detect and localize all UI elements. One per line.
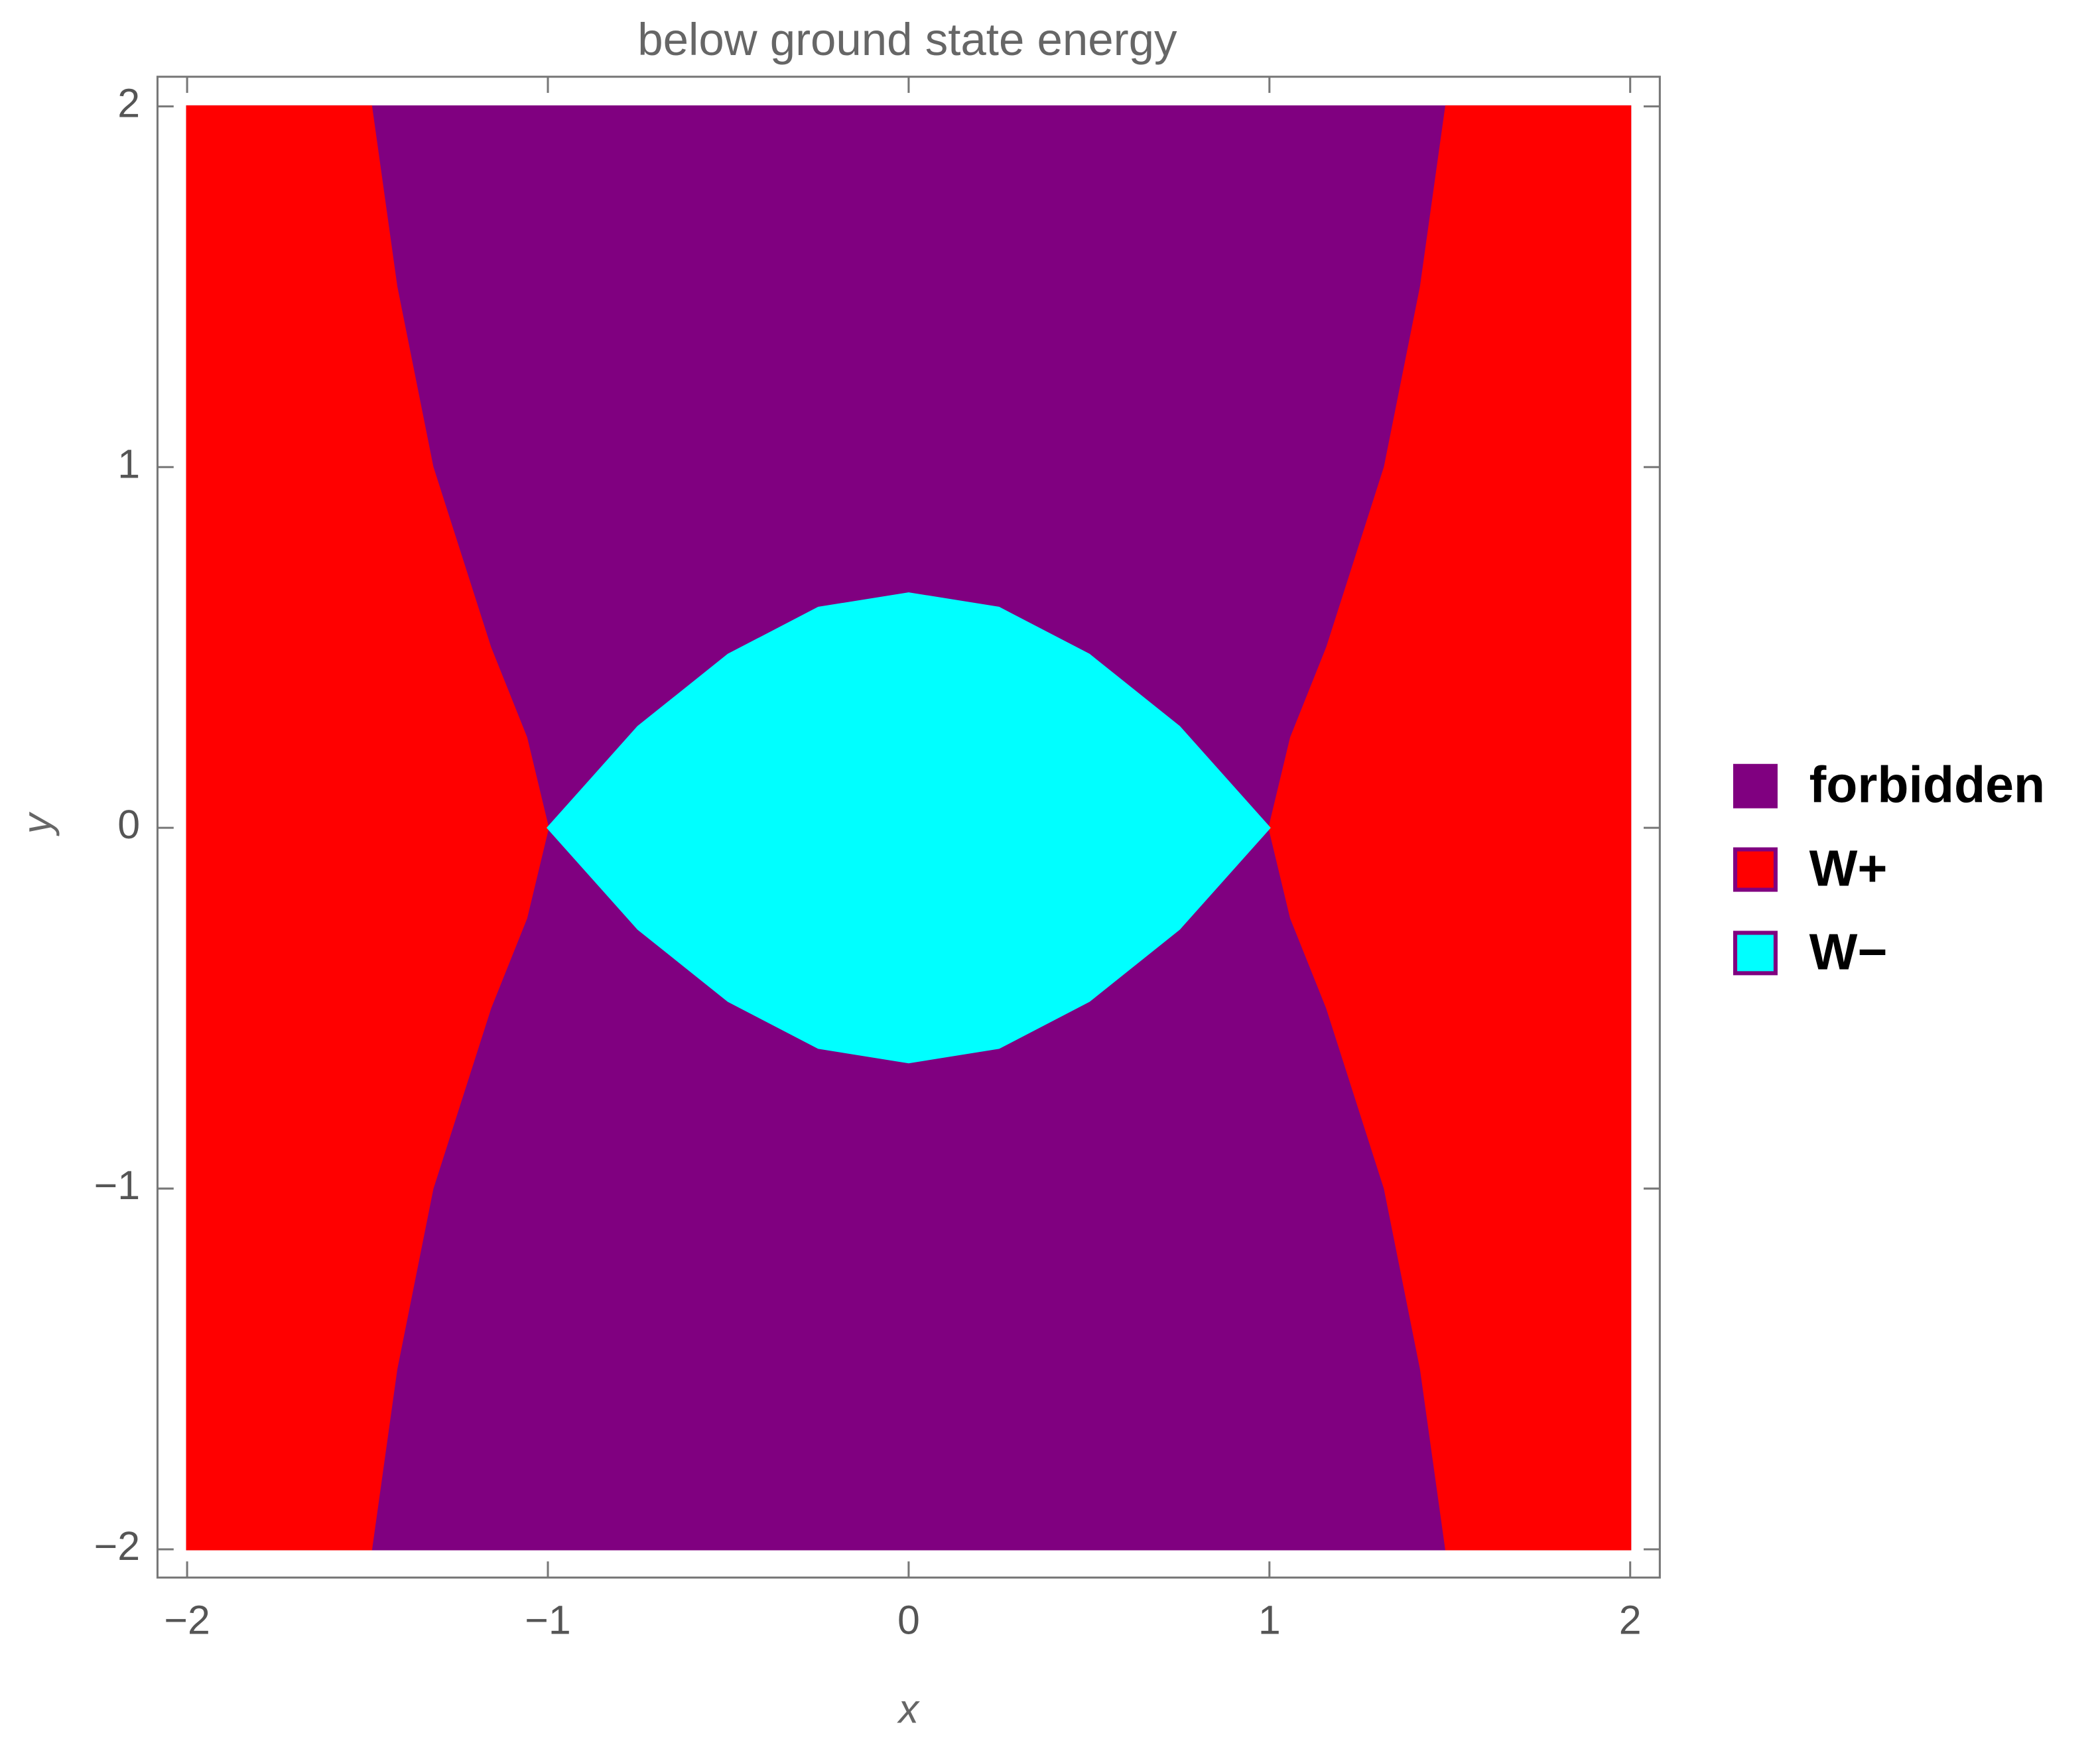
legend-swatch xyxy=(1733,931,1778,976)
x-axis-label: x xyxy=(897,1687,921,1732)
region xyxy=(1268,105,1632,1551)
x-tick-label: 2 xyxy=(1619,1598,1642,1643)
y-axis-label: y xyxy=(15,811,60,836)
plot-area xyxy=(186,105,1632,1551)
x-tick-label: 0 xyxy=(897,1598,920,1643)
x-tick-label: −1 xyxy=(525,1598,570,1643)
region xyxy=(186,105,549,1551)
legend-swatch xyxy=(1733,763,1778,808)
y-tick-label: 2 xyxy=(117,80,140,125)
legend-swatch xyxy=(1733,847,1778,892)
region xyxy=(546,592,1271,1064)
legend: forbidden W+ W− xyxy=(1733,757,2046,980)
y-tick-label: 1 xyxy=(117,441,140,486)
y-tick-label: −2 xyxy=(94,1523,140,1569)
chart-title: below ground state energy xyxy=(637,14,1177,65)
y-tick-label: 0 xyxy=(117,802,140,847)
x-tick-label: 1 xyxy=(1258,1598,1281,1643)
axes: −2 −1 0 1 2 −2 −1 0 1 2 xyxy=(94,76,1660,1643)
x-tick-label: −2 xyxy=(164,1598,210,1643)
legend-label: W− xyxy=(1809,923,1888,980)
legend-label: W+ xyxy=(1809,840,1888,897)
legend-label: forbidden xyxy=(1809,757,2046,814)
y-tick-label: −1 xyxy=(94,1163,140,1208)
